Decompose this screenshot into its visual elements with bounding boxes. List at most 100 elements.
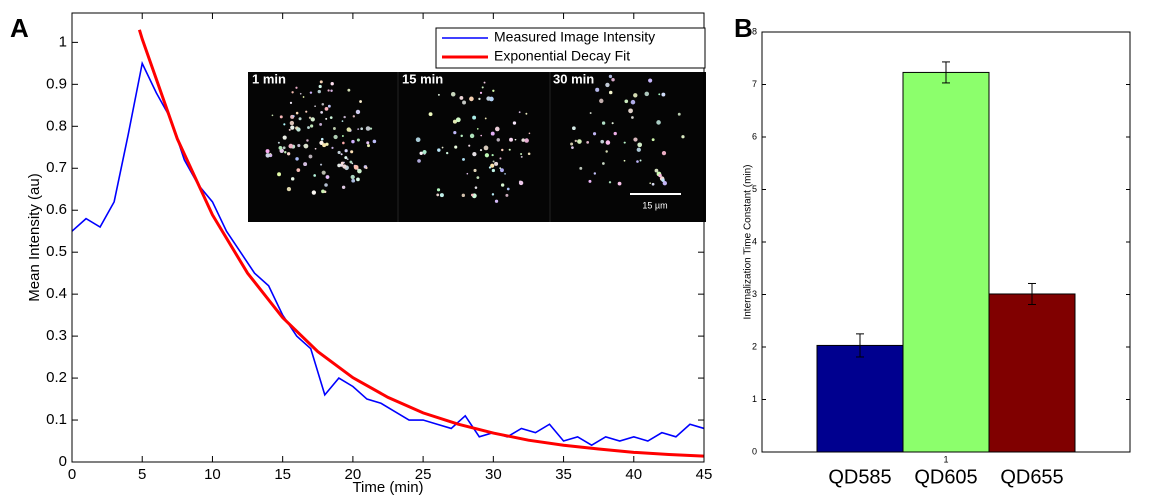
cell-spot [609, 91, 613, 95]
cell-spot [480, 135, 482, 137]
cell-spot [636, 160, 639, 163]
cell-spot [347, 158, 349, 160]
cell-spot [283, 136, 287, 140]
cell-spot [436, 194, 439, 197]
cell-spot [570, 143, 573, 146]
cell-spot [602, 162, 605, 165]
cell-spot [460, 135, 462, 137]
scale-bar-label: 15 µm [642, 200, 667, 210]
cell-spot [462, 194, 465, 197]
cell-spot [367, 144, 370, 147]
cell-spot [486, 96, 490, 100]
figure: A00.10.20.30.40.50.60.70.80.910510152025… [0, 0, 1167, 497]
cell-spot [417, 159, 421, 163]
cell-spot [314, 105, 316, 107]
cell-spot [605, 150, 607, 152]
cell-spot [327, 89, 329, 91]
cell-spot [360, 127, 363, 130]
cell-spot [473, 169, 476, 172]
cell-spot [492, 169, 495, 172]
cell-spot [279, 146, 283, 150]
cell-spot [590, 112, 592, 114]
cell-spot [655, 169, 659, 173]
cell-spot [571, 146, 574, 149]
cell-spot [470, 134, 474, 138]
cell-spot [492, 154, 494, 156]
cell-spot [471, 194, 474, 197]
cell-spot [310, 124, 313, 127]
cell-spot [485, 118, 487, 120]
cell-spot [357, 169, 362, 174]
cell-spot [310, 91, 312, 93]
y-tick-label: 1 [752, 394, 757, 404]
legend-label: Measured Image Intensity [494, 29, 655, 45]
y-axis-label: Mean Intensity (au) [26, 173, 43, 301]
y-tick-label: 0 [59, 453, 67, 470]
cell-spot [320, 164, 322, 166]
cell-spot [342, 142, 345, 145]
cell-spot [477, 128, 479, 130]
cell-spot [652, 183, 655, 186]
cell-spot [322, 143, 326, 147]
cell-spot [287, 187, 291, 191]
inset-label: 30 min [553, 71, 594, 86]
cell-spot [442, 147, 444, 149]
bar [989, 294, 1075, 452]
cell-spot [440, 193, 444, 197]
cell-spot [453, 131, 456, 134]
cell-spot [295, 87, 297, 89]
x-tick-label: 35 [555, 466, 572, 483]
category-label: QD605 [914, 466, 977, 488]
cell-spot [419, 152, 422, 155]
cell-spot [277, 172, 281, 176]
cell-spot [528, 152, 531, 155]
cell-spot [357, 139, 360, 142]
cell-spot [345, 149, 348, 152]
legend-label: Exponential Decay Fit [494, 48, 630, 64]
cell-spot [602, 121, 605, 124]
cell-spot [303, 162, 307, 166]
cell-spot [341, 162, 344, 165]
cell-spot [311, 117, 315, 121]
category-label: QD655 [1000, 466, 1063, 488]
cell-spot [328, 105, 331, 108]
cell-spot [480, 92, 482, 94]
cell-spot [446, 152, 448, 154]
cell-spot [633, 137, 637, 141]
cell-spot [303, 96, 305, 98]
cell-spot [480, 149, 482, 151]
cell-spot [495, 127, 500, 132]
cell-spot [459, 96, 463, 100]
cell-spot [595, 88, 599, 92]
cell-spot [500, 168, 504, 172]
x-tick-label: 5 [138, 466, 146, 483]
cell-spot [509, 138, 513, 142]
cell-spot [652, 138, 655, 141]
cell-spot [338, 151, 341, 154]
cell-spot [326, 175, 330, 179]
cell-spot [347, 127, 351, 131]
cell-spot [325, 118, 327, 120]
y-tick-label: 0.5 [46, 243, 67, 260]
y-tick-label: 7 [752, 79, 757, 89]
cell-spot [519, 111, 521, 113]
cell-spot [656, 120, 661, 125]
cell-spot [468, 145, 470, 147]
cell-spot [462, 101, 466, 105]
cell-spot [342, 135, 344, 137]
cell-spot [429, 112, 433, 116]
cell-spot [325, 107, 329, 111]
cell-spot [342, 186, 345, 189]
cell-spot [484, 82, 486, 84]
cell-spot [507, 188, 510, 191]
cell-spot [499, 157, 501, 159]
cell-spot [351, 163, 353, 165]
cell-spot [365, 167, 367, 169]
cell-spot [351, 179, 355, 183]
cell-spot [492, 90, 494, 92]
cell-spot [422, 150, 426, 154]
cell-spot [359, 100, 362, 103]
cell-spot [333, 127, 336, 130]
cell-spot [283, 123, 285, 125]
y-tick-label: 1 [59, 33, 67, 50]
